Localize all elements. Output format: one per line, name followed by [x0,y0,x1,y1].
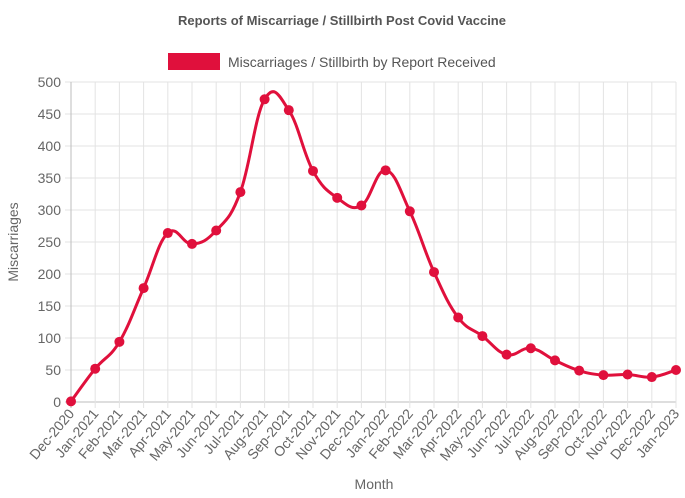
grid [65,81,677,408]
data-point[interactable] [66,396,76,407]
data-point[interactable] [501,349,512,360]
y-tick-label: 150 [38,298,62,314]
data-point[interactable] [162,228,173,239]
y-axis-title: Miscarriages [5,202,21,281]
data-point[interactable] [550,355,560,366]
data-point[interactable] [187,238,197,249]
data-point[interactable] [646,372,657,383]
data-point[interactable] [114,336,125,347]
data-point[interactable] [404,206,415,217]
legend-swatch[interactable] [168,53,220,70]
y-tick-label: 450 [38,106,62,122]
y-tick-label: 0 [53,394,61,410]
data-point[interactable] [622,369,633,380]
data-point[interactable] [356,200,367,211]
y-tick-label: 300 [38,202,62,218]
data-point[interactable] [525,343,536,354]
data-point[interactable] [598,370,609,381]
x-axis-ticks: Dec-2020Jan-2021Feb-2021Mar-2021Apr-2021… [26,405,682,463]
data-point[interactable] [138,283,149,294]
y-tick-label: 200 [38,266,62,282]
y-axis-ticks: 0 50 100 150 200 250 300 350 400 450 500 [38,74,62,410]
y-tick-label: 500 [38,74,62,90]
data-point[interactable] [574,365,585,376]
data-point[interactable] [283,105,294,116]
y-tick-label: 50 [45,362,61,378]
data-point[interactable] [259,94,270,105]
legend-label[interactable]: Miscarriages / Stillbirth by Report Rece… [228,54,496,70]
chart-title: Reports of Miscarriage / Stillbirth Post… [178,13,506,28]
data-point[interactable] [332,192,343,203]
data-point[interactable] [380,165,391,176]
data-point[interactable] [235,187,246,198]
data-point[interactable] [453,312,464,323]
y-tick-label: 400 [38,138,62,154]
x-axis-title: Month [355,476,394,492]
data-point[interactable] [671,365,681,375]
data-points [66,94,681,407]
y-tick-label: 250 [38,234,62,250]
data-point[interactable] [429,267,439,278]
data-point[interactable] [90,363,101,374]
y-tick-label: 350 [38,170,62,186]
data-point[interactable] [477,331,488,342]
y-tick-label: 100 [38,330,62,346]
series-line [69,90,677,403]
data-point[interactable] [308,165,318,176]
data-point[interactable] [211,225,222,236]
